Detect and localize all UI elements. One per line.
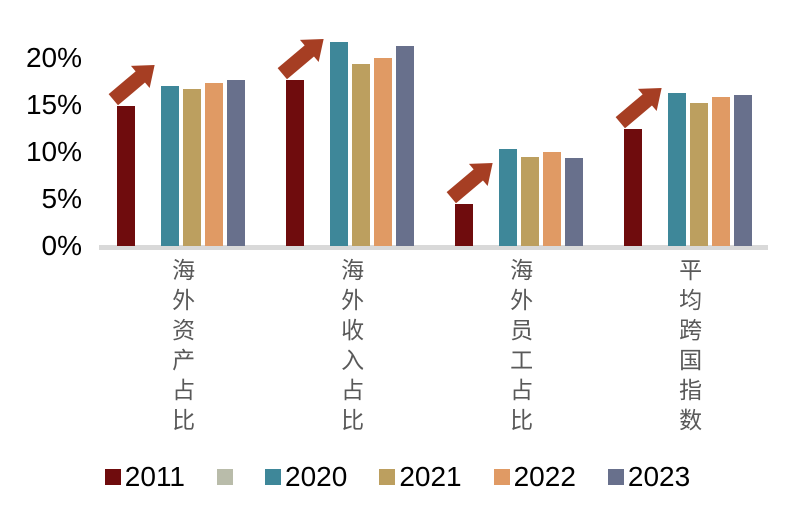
bar-2022-cat4: [712, 97, 730, 246]
category-label-wrap: 平均跨国指数: [624, 258, 752, 438]
y-tick-label: 10%: [25, 136, 82, 167]
category-label: 海外收入占比: [337, 258, 364, 438]
bar-2022-cat2: [374, 58, 392, 246]
category-label-wrap: 海外员工占比: [455, 258, 583, 438]
legend-swatch-icon: [265, 469, 282, 486]
bar-2020-cat3: [499, 149, 517, 246]
legend-swatch-icon: [217, 469, 234, 486]
bar-2020-cat2: [330, 42, 348, 246]
bar-2022-cat1: [205, 83, 223, 246]
x-axis-line: [99, 245, 768, 250]
bar-2023-cat4: [734, 95, 752, 246]
bar-2020-cat1: [161, 86, 179, 246]
legend-label: 2022: [513, 461, 576, 492]
bar-2020-cat4: [668, 93, 686, 246]
bar-2011-cat1: [117, 106, 135, 246]
bar-group-cat2: [286, 0, 414, 518]
bar-group-cat3: [455, 0, 583, 518]
legend-label: 2023: [627, 461, 691, 492]
category-label: 海外资产占比: [168, 258, 195, 438]
y-tick-label: 0%: [41, 230, 82, 261]
legend-item-2011: 2011: [104, 461, 186, 493]
category-label-wrap: 海外资产占比: [117, 258, 245, 438]
bar-2021-cat4: [690, 103, 708, 246]
bar-group-cat4: [624, 0, 752, 518]
y-tick-label: 5%: [41, 183, 82, 214]
bar-2023-cat1: [227, 80, 245, 246]
legend-item-2021: 2021: [379, 461, 462, 493]
category-label: 海外员工占比: [506, 258, 533, 438]
legend-swatch-icon: [104, 469, 121, 486]
bar-group-cat1: [117, 0, 245, 518]
bar-2021-cat3: [521, 157, 539, 246]
legend-item-unlabeled: [217, 469, 234, 486]
legend-item-2022: 2022: [493, 461, 576, 493]
legend-swatch-icon: [607, 469, 624, 486]
trend-arrow-icon: [442, 152, 498, 206]
y-tick-label: 15%: [25, 89, 82, 120]
bar-2011-cat2: [286, 80, 304, 246]
legend-label: 2020: [285, 461, 348, 492]
legend: 2011 2020 2021 2022 2023: [0, 461, 795, 493]
category-label: 平均跨国指数: [675, 258, 702, 438]
legend-label: 2011: [124, 461, 186, 492]
bar-2021-cat1: [183, 89, 201, 246]
legend-label: 2021: [399, 461, 462, 492]
category-label-wrap: 海外收入占比: [286, 258, 414, 438]
y-tick-label: 20%: [25, 42, 82, 73]
legend-item-2023: 2023: [607, 461, 691, 493]
trend-arrow-icon: [104, 54, 160, 108]
bar-2023-cat3: [565, 158, 583, 246]
legend-swatch-icon: [379, 469, 396, 486]
bar-2011-cat4: [624, 129, 642, 246]
trend-arrow-icon: [273, 28, 329, 82]
legend-swatch-icon: [493, 469, 510, 486]
bar-2022-cat3: [543, 152, 561, 246]
trend-arrow-icon: [611, 77, 667, 131]
bar-2021-cat2: [352, 64, 370, 246]
bar-2023-cat2: [396, 46, 414, 246]
bar-2011-cat3: [455, 204, 473, 246]
legend-item-2020: 2020: [265, 461, 348, 493]
